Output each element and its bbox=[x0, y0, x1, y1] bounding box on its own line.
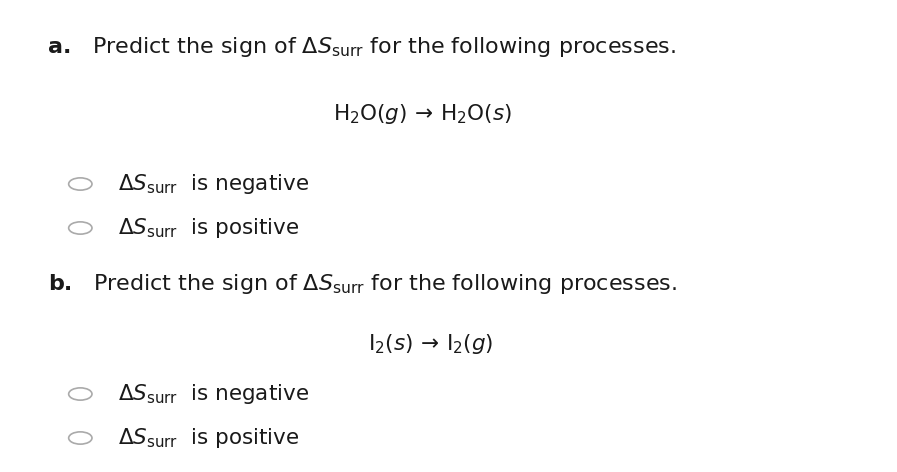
Circle shape bbox=[69, 388, 92, 400]
Text: $\Delta S_\mathregular{surr}$  is positive: $\Delta S_\mathregular{surr}$ is positiv… bbox=[118, 426, 300, 450]
Text: Predict the sign of $ΔS_\mathregular{surr}$ for the following processes.: Predict the sign of $ΔS_\mathregular{sur… bbox=[79, 272, 677, 296]
Text: $\Delta S_\mathregular{surr}$  is negative: $\Delta S_\mathregular{surr}$ is negativ… bbox=[118, 172, 309, 196]
Text: $\mathrm{H_2O(}$$\mathit{g}$$\mathrm{)\,\rightarrow\,H_2O(}$$\mathit{s}$$\mathrm: $\mathrm{H_2O(}$$\mathit{g}$$\mathrm{)\,… bbox=[333, 102, 512, 126]
Circle shape bbox=[69, 178, 92, 190]
Text: b.: b. bbox=[48, 274, 73, 294]
Circle shape bbox=[69, 222, 92, 234]
Circle shape bbox=[69, 432, 92, 444]
Text: Predict the sign of $ΔS_\mathregular{surr}$ for the following processes.: Predict the sign of $ΔS_\mathregular{sur… bbox=[78, 35, 676, 59]
Text: $\Delta S_\mathregular{surr}$  is positive: $\Delta S_\mathregular{surr}$ is positiv… bbox=[118, 216, 300, 240]
Text: $\Delta S_\mathregular{surr}$  is negative: $\Delta S_\mathregular{surr}$ is negativ… bbox=[118, 382, 309, 406]
Text: a.: a. bbox=[48, 37, 72, 57]
Text: $\mathrm{I_2(}$$\mathit{s}$$\mathrm{)\,\rightarrow\,I_2(}$$\mathit{g}$$\mathrm{): $\mathrm{I_2(}$$\mathit{s}$$\mathrm{)\,\… bbox=[368, 332, 493, 356]
